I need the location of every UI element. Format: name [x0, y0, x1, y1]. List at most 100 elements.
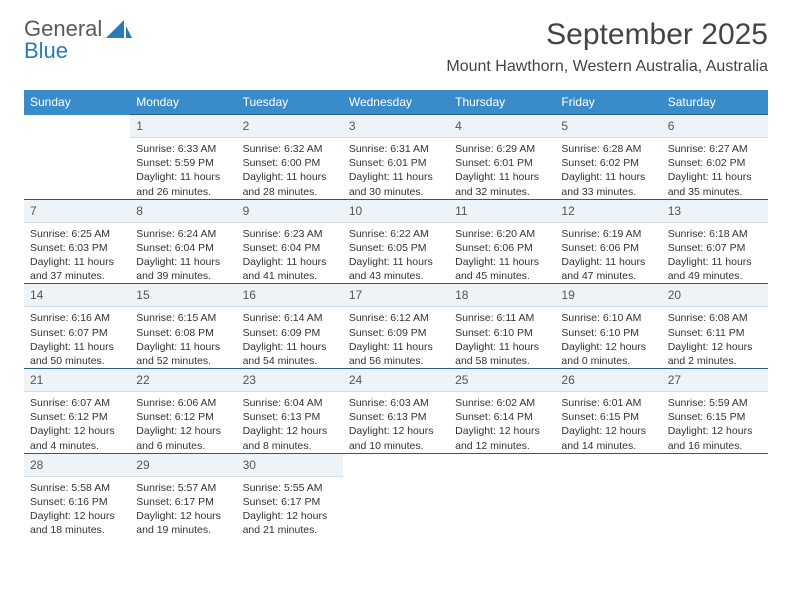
day-info: Sunrise: 5:58 AMSunset: 6:16 PMDaylight:… — [24, 477, 130, 538]
calendar-cell: 30Sunrise: 5:55 AMSunset: 6:17 PMDayligh… — [237, 453, 343, 537]
day-number: 30 — [237, 454, 343, 477]
sunset-line: Sunset: 6:02 PM — [668, 156, 762, 170]
sunset-line: Sunset: 6:17 PM — [243, 495, 337, 509]
daylight-line-2: and 39 minutes. — [136, 269, 230, 283]
calendar-cell: 24Sunrise: 6:03 AMSunset: 6:13 PMDayligh… — [343, 369, 449, 454]
daylight-line-1: Daylight: 12 hours — [561, 424, 655, 438]
sunset-line: Sunset: 6:06 PM — [455, 241, 549, 255]
day-info: Sunrise: 6:25 AMSunset: 6:03 PMDaylight:… — [24, 223, 130, 284]
daylight-line-1: Daylight: 11 hours — [243, 255, 337, 269]
calendar-cell: 8Sunrise: 6:24 AMSunset: 6:04 PMDaylight… — [130, 199, 236, 284]
day-number: 27 — [662, 369, 768, 392]
calendar-cell: 5Sunrise: 6:28 AMSunset: 6:02 PMDaylight… — [555, 115, 661, 200]
calendar-body: 1Sunrise: 6:33 AMSunset: 5:59 PMDaylight… — [24, 115, 768, 538]
sunset-line: Sunset: 6:04 PM — [136, 241, 230, 255]
calendar-cell: 25Sunrise: 6:02 AMSunset: 6:14 PMDayligh… — [449, 369, 555, 454]
calendar-cell: 3Sunrise: 6:31 AMSunset: 6:01 PMDaylight… — [343, 115, 449, 200]
sunrise-line: Sunrise: 6:12 AM — [349, 311, 443, 325]
sunset-line: Sunset: 6:02 PM — [561, 156, 655, 170]
daylight-line-1: Daylight: 12 hours — [455, 424, 549, 438]
sunrise-line: Sunrise: 6:31 AM — [349, 142, 443, 156]
calendar-cell: 18Sunrise: 6:11 AMSunset: 6:10 PMDayligh… — [449, 284, 555, 369]
day-info: Sunrise: 6:29 AMSunset: 6:01 PMDaylight:… — [449, 138, 555, 199]
day-info: Sunrise: 6:28 AMSunset: 6:02 PMDaylight:… — [555, 138, 661, 199]
sunrise-line: Sunrise: 6:33 AM — [136, 142, 230, 156]
sunset-line: Sunset: 6:00 PM — [243, 156, 337, 170]
day-info: Sunrise: 5:55 AMSunset: 6:17 PMDaylight:… — [237, 477, 343, 538]
daylight-line-2: and 52 minutes. — [136, 354, 230, 368]
weekday-tuesday: Tuesday — [237, 90, 343, 115]
logo: General Blue — [24, 18, 132, 62]
sunset-line: Sunset: 6:15 PM — [668, 410, 762, 424]
daylight-line-1: Daylight: 11 hours — [668, 255, 762, 269]
sunset-line: Sunset: 6:07 PM — [668, 241, 762, 255]
sunrise-line: Sunrise: 6:06 AM — [136, 396, 230, 410]
daylight-line-2: and 4 minutes. — [30, 439, 124, 453]
calendar-cell: 20Sunrise: 6:08 AMSunset: 6:11 PMDayligh… — [662, 284, 768, 369]
daylight-line-1: Daylight: 11 hours — [349, 340, 443, 354]
daylight-line-2: and 33 minutes. — [561, 185, 655, 199]
day-info: Sunrise: 5:59 AMSunset: 6:15 PMDaylight:… — [662, 392, 768, 453]
calendar-cell: 6Sunrise: 6:27 AMSunset: 6:02 PMDaylight… — [662, 115, 768, 200]
daylight-line-1: Daylight: 11 hours — [349, 170, 443, 184]
day-info: Sunrise: 6:11 AMSunset: 6:10 PMDaylight:… — [449, 307, 555, 368]
calendar-cell: 21Sunrise: 6:07 AMSunset: 6:12 PMDayligh… — [24, 369, 130, 454]
daylight-line-1: Daylight: 12 hours — [668, 424, 762, 438]
day-number: 14 — [24, 284, 130, 307]
day-number: 6 — [662, 115, 768, 138]
sunset-line: Sunset: 6:09 PM — [243, 326, 337, 340]
daylight-line-2: and 32 minutes. — [455, 185, 549, 199]
sunrise-line: Sunrise: 6:29 AM — [455, 142, 549, 156]
daylight-line-2: and 35 minutes. — [668, 185, 762, 199]
day-info: Sunrise: 6:33 AMSunset: 5:59 PMDaylight:… — [130, 138, 236, 199]
sunset-line: Sunset: 6:01 PM — [349, 156, 443, 170]
daylight-line-2: and 18 minutes. — [30, 523, 124, 537]
day-number: 5 — [555, 115, 661, 138]
calendar-cell — [662, 453, 768, 537]
sunset-line: Sunset: 6:06 PM — [561, 241, 655, 255]
sunrise-line: Sunrise: 6:10 AM — [561, 311, 655, 325]
day-info: Sunrise: 6:31 AMSunset: 6:01 PMDaylight:… — [343, 138, 449, 199]
daylight-line-1: Daylight: 11 hours — [455, 340, 549, 354]
day-info: Sunrise: 6:23 AMSunset: 6:04 PMDaylight:… — [237, 223, 343, 284]
day-number: 16 — [237, 284, 343, 307]
day-info: Sunrise: 6:24 AMSunset: 6:04 PMDaylight:… — [130, 223, 236, 284]
daylight-line-1: Daylight: 12 hours — [136, 509, 230, 523]
title-block: September 2025 Mount Hawthorn, Western A… — [446, 18, 768, 76]
daylight-line-2: and 43 minutes. — [349, 269, 443, 283]
day-number: 17 — [343, 284, 449, 307]
daylight-line-1: Daylight: 11 hours — [243, 340, 337, 354]
sunrise-line: Sunrise: 6:22 AM — [349, 227, 443, 241]
sunset-line: Sunset: 6:13 PM — [349, 410, 443, 424]
daylight-line-1: Daylight: 12 hours — [561, 340, 655, 354]
day-info: Sunrise: 6:22 AMSunset: 6:05 PMDaylight:… — [343, 223, 449, 284]
sunrise-line: Sunrise: 5:57 AM — [136, 481, 230, 495]
daylight-line-2: and 19 minutes. — [136, 523, 230, 537]
sunrise-line: Sunrise: 6:11 AM — [455, 311, 549, 325]
day-info: Sunrise: 6:12 AMSunset: 6:09 PMDaylight:… — [343, 307, 449, 368]
weekday-row: SundayMondayTuesdayWednesdayThursdayFrid… — [24, 90, 768, 115]
daylight-line-1: Daylight: 11 hours — [243, 170, 337, 184]
sunset-line: Sunset: 6:10 PM — [455, 326, 549, 340]
daylight-line-1: Daylight: 12 hours — [30, 509, 124, 523]
daylight-line-2: and 56 minutes. — [349, 354, 443, 368]
calendar-cell: 29Sunrise: 5:57 AMSunset: 6:17 PMDayligh… — [130, 453, 236, 537]
calendar-cell — [24, 115, 130, 200]
daylight-line-1: Daylight: 11 hours — [136, 170, 230, 184]
sunrise-line: Sunrise: 6:15 AM — [136, 311, 230, 325]
calendar-cell: 9Sunrise: 6:23 AMSunset: 6:04 PMDaylight… — [237, 199, 343, 284]
calendar-cell: 4Sunrise: 6:29 AMSunset: 6:01 PMDaylight… — [449, 115, 555, 200]
day-number: 8 — [130, 200, 236, 223]
day-number: 24 — [343, 369, 449, 392]
daylight-line-1: Daylight: 12 hours — [30, 424, 124, 438]
sunrise-line: Sunrise: 6:24 AM — [136, 227, 230, 241]
sunset-line: Sunset: 6:04 PM — [243, 241, 337, 255]
sunset-line: Sunset: 6:07 PM — [30, 326, 124, 340]
sunrise-line: Sunrise: 6:32 AM — [243, 142, 337, 156]
daylight-line-2: and 30 minutes. — [349, 185, 443, 199]
calendar-cell: 7Sunrise: 6:25 AMSunset: 6:03 PMDaylight… — [24, 199, 130, 284]
sunset-line: Sunset: 6:17 PM — [136, 495, 230, 509]
day-number: 1 — [130, 115, 236, 138]
calendar-cell: 26Sunrise: 6:01 AMSunset: 6:15 PMDayligh… — [555, 369, 661, 454]
calendar-cell: 1Sunrise: 6:33 AMSunset: 5:59 PMDaylight… — [130, 115, 236, 200]
